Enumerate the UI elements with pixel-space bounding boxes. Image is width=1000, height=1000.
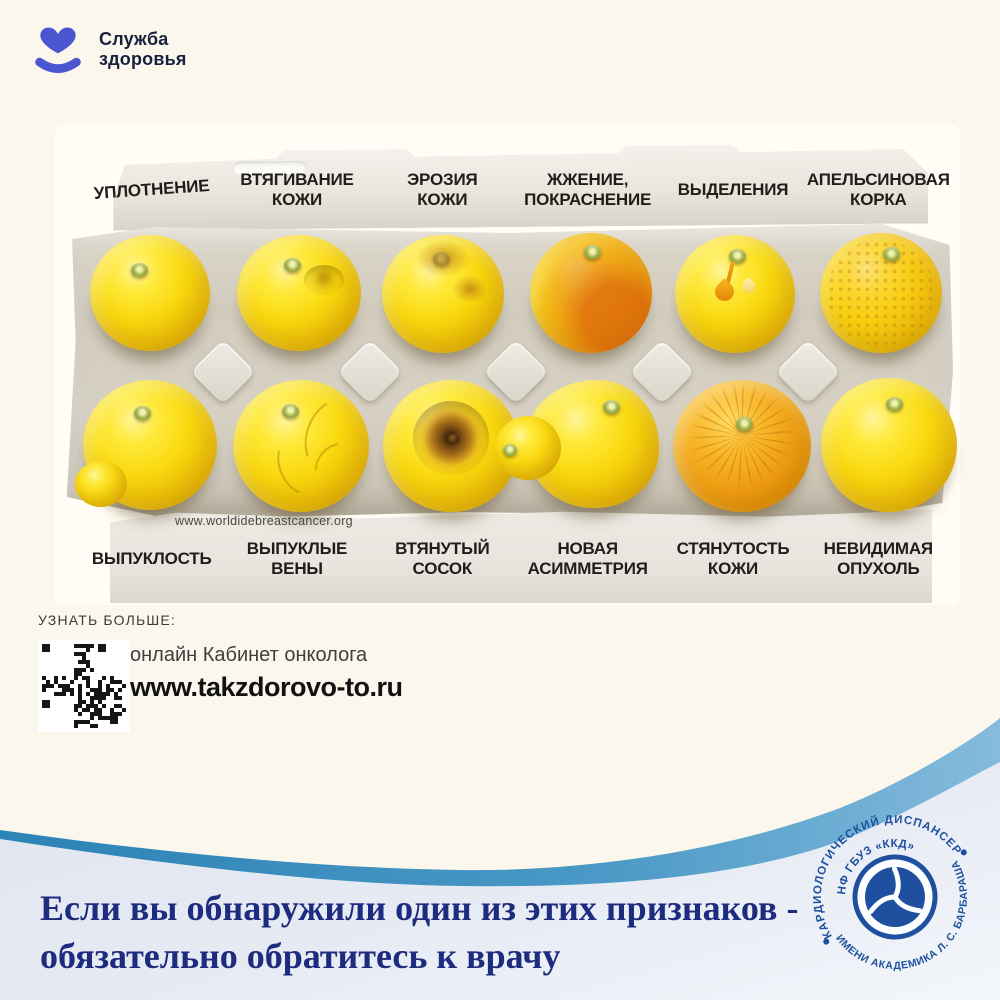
brand-name: Служба здоровья xyxy=(99,29,187,70)
lemon-stem xyxy=(503,444,517,456)
sign-label: ВЫДЕЛЕНИЯ xyxy=(677,179,789,199)
discharge-drop xyxy=(739,277,758,296)
org-logo-dot xyxy=(823,938,830,945)
health-service-brand: Служба здоровья xyxy=(30,20,187,78)
footer-message-line2: обязательно обратитесь к врачу xyxy=(40,936,561,977)
sign-label: ЖЖЕНИЕ, ПОКРАСНЕНИЕ xyxy=(524,169,652,209)
lemon-burning-redness xyxy=(530,233,652,353)
sign-label: ВЫПУКЛОСТЬ xyxy=(91,548,212,568)
heart-smile-icon xyxy=(35,27,81,74)
lemon-stem xyxy=(602,400,620,415)
lemon-inverted-nipple xyxy=(383,380,519,512)
org-logo: КАРДИОЛОГИЧЕСКИЙ ДИСПАНСЕР НФ ГБУЗ «ККД»… xyxy=(793,793,998,998)
lemon-stem xyxy=(729,249,746,264)
orange-peel-texture xyxy=(827,240,935,346)
lemon-lump xyxy=(90,235,210,351)
bottom-sign-labels: ВЫПУКЛОСТЬ ВЫПУКЛЫЕ ВЕНЫ ВТЯНУТЫЙ СОСОК … xyxy=(79,529,951,589)
skin-dimple xyxy=(303,265,344,296)
bulge-lobe xyxy=(75,460,127,507)
wave-cream-area xyxy=(0,718,1000,871)
qr-finder-icon xyxy=(98,644,106,652)
lemon-prominent-veins xyxy=(233,380,374,512)
sign-label: ВЫПУКЛЫЕ ВЕНЫ xyxy=(246,538,348,578)
lemon-orange-peel xyxy=(820,233,942,353)
lemon-skin-tightening xyxy=(673,380,811,512)
learn-more-block: УЗНАТЬ БОЛЬШЕ: онлайн Кабинет онколога w… xyxy=(38,612,458,742)
sign-label: НОВАЯ АСИММЕТРИЯ xyxy=(527,538,648,578)
org-logo-dot xyxy=(960,849,967,856)
takzdorovo-url: www.takzdorovo-to.ru xyxy=(130,672,403,702)
top-sign-labels: УПЛОТНЕНИЕ ВТЯГИВАНИЕ КОЖИ ЭРОЗИЯ КОЖИ Ж… xyxy=(79,161,951,219)
lemon-stem xyxy=(281,403,299,418)
lemon-stem xyxy=(284,258,302,273)
wave-blue-band xyxy=(0,718,1000,887)
lemon-skin-dimpling xyxy=(237,235,361,351)
erosion-patch xyxy=(416,239,470,278)
org-logo-trefoil-emblem-icon xyxy=(852,854,938,940)
org-logo-rotated-group: КАРДИОЛОГИЧЕСКИЙ ДИСПАНСЕР НФ ГБУЗ «ККД»… xyxy=(793,793,998,998)
tightened-skin-lines xyxy=(684,382,800,489)
oncologist-cabinet-label: онлайн Кабинет онколога xyxy=(130,644,368,666)
learn-more-title: УЗНАТЬ БОЛЬШЕ: xyxy=(38,612,177,628)
lemon-stem xyxy=(130,262,148,277)
carton-front-edge xyxy=(110,509,932,603)
lemon-discharge xyxy=(675,235,795,353)
sign-label: ВТЯГИВАНИЕ КОЖИ xyxy=(240,169,354,209)
lemon-stem xyxy=(583,245,601,259)
qr-finder-icon xyxy=(42,644,50,652)
lemon-skin-erosion xyxy=(382,235,504,353)
lemons-carton-photo: УПЛОТНЕНИЕ ВТЯГИВАНИЕ КОЖИ ЭРОЗИЯ КОЖИ Ж… xyxy=(55,125,962,605)
learn-more-text: онлайн Кабинет онколога www.takzdorovo-t… xyxy=(130,644,460,703)
erosion-patch xyxy=(452,275,487,304)
sign-label: АПЕЛЬСИНОВАЯ КОРКА xyxy=(806,169,950,209)
sign-label: УПЛОТНЕНИЕ xyxy=(93,175,211,203)
bottom-wave xyxy=(0,718,1000,1000)
lemon-bulge xyxy=(75,380,217,510)
sign-label: НЕВИДИМАЯ ОПУХОЛЬ xyxy=(823,538,934,578)
footer-message: Если вы обнаружили один из этих признако… xyxy=(40,884,798,980)
footer-message-line1: Если вы обнаружили один из этих признако… xyxy=(40,888,799,928)
lemon-stem xyxy=(883,247,901,262)
lemon-invisible-tumor xyxy=(821,378,957,512)
sign-label: ЭРОЗИЯ КОЖИ xyxy=(407,169,478,209)
photo-watermark: www.worldidebreastcancer.org xyxy=(175,514,353,528)
sign-label: СТЯНУТОСТЬ КОЖИ xyxy=(676,538,790,578)
discharge-drop xyxy=(710,278,738,306)
lemon-stem xyxy=(736,416,754,431)
lemon-new-asymmetry xyxy=(495,380,659,508)
sign-label: ВТЯНУТЫЙ СОСОК xyxy=(395,538,490,578)
lemon-stem xyxy=(886,396,904,411)
inverted-nipple-crater xyxy=(412,401,490,476)
qr-code xyxy=(38,640,130,732)
qr-finder-icon xyxy=(42,700,50,708)
orange-tint xyxy=(820,233,942,353)
lemon-stem xyxy=(133,406,151,420)
